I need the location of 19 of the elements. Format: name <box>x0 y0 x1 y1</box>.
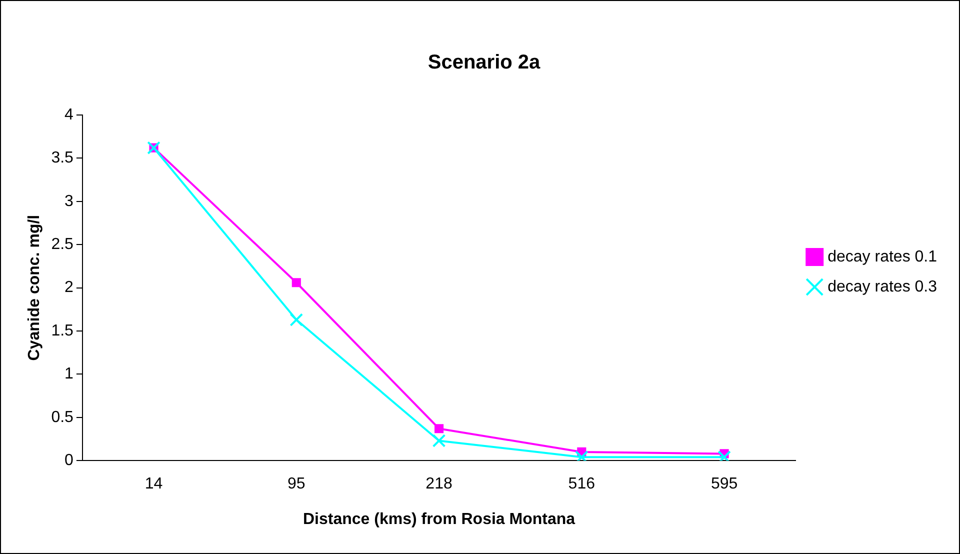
y-tick-label: 3.5 <box>51 150 74 167</box>
x-tick-label: 95 <box>287 476 306 493</box>
y-tick-label: 2 <box>64 279 74 296</box>
x-tick-label: 595 <box>710 476 738 493</box>
y-tick-label: 2.5 <box>51 236 74 254</box>
x-tick-label: 218 <box>426 476 452 493</box>
legend-label: decay rates 0.1 <box>828 248 938 266</box>
x-axis-title: Distance (kms) from Rosia Montana <box>302 510 576 528</box>
legend-label: decay rates 0.3 <box>828 278 938 296</box>
y-tick-label: 0.5 <box>51 408 74 426</box>
x-tick-label: 14 <box>144 476 163 493</box>
y-tick-label: 0 <box>64 452 74 470</box>
y-tick-label: 1 <box>64 366 74 383</box>
x-tick-label: 516 <box>568 476 596 493</box>
y-tick-label: 1.5 <box>51 322 74 340</box>
chart-title: Scenario 2a <box>428 52 542 74</box>
y-axis-title: Cyanide conc. mg/l <box>26 214 44 361</box>
y-tick-label: 3 <box>64 192 74 210</box>
y-tick-label: 4 <box>64 106 74 124</box>
